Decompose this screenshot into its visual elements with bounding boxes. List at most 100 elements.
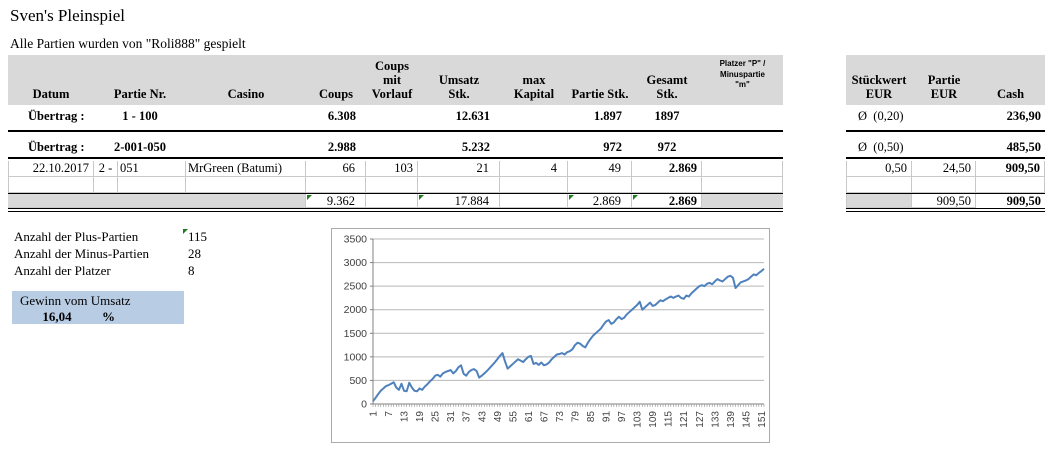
cell-detail-cmv[interactable]: 103 <box>366 161 418 177</box>
col-header-datum: Datum <box>32 87 70 101</box>
stat-value[interactable]: 115 <box>183 229 207 245</box>
cell-uebertrag1-coups[interactable]: 6.308 <box>327 109 356 123</box>
cell-uebertrag1-partie-eur[interactable] <box>912 109 976 130</box>
svg-text:43: 43 <box>477 411 488 423</box>
svg-text:121: 121 <box>679 411 690 428</box>
stat-row-minus-partien: Anzahl der Minus-Partien 28 <box>14 246 314 263</box>
cell-uebertrag1-gesamt-stk[interactable]: 1897 <box>654 109 680 123</box>
svg-text:115: 115 <box>664 411 675 427</box>
cell-uebertrag2-partie-eur[interactable] <box>912 140 976 157</box>
svg-text:127: 127 <box>695 411 706 428</box>
cell-uebertrag2-maxkapital[interactable] <box>500 140 568 157</box>
cell-detail-maxkapital[interactable]: 4 <box>500 161 568 177</box>
empty-cell[interactable] <box>500 177 568 193</box>
cell-totals-gesamt-stk[interactable]: 2.869 <box>632 194 702 208</box>
empty-cell[interactable] <box>8 177 94 193</box>
cell-uebertrag1-platzer[interactable] <box>702 109 783 130</box>
cell-uebertrag1-cash[interactable]: 236,90 <box>1006 109 1041 123</box>
empty-cell[interactable] <box>846 177 912 193</box>
cell-detail-umsatz[interactable]: 21 <box>418 161 500 177</box>
cell-totals-partie-eur[interactable]: 909,50 <box>912 194 976 208</box>
cell-detail-platzer[interactable] <box>702 161 783 177</box>
cell-totals-stueckwert[interactable] <box>846 194 912 208</box>
empty-cell[interactable] <box>186 177 306 193</box>
svg-text:151: 151 <box>757 411 768 428</box>
cell-flag-icon <box>307 195 312 200</box>
stat-value[interactable]: 28 <box>188 246 201 261</box>
svg-text:145: 145 <box>741 411 752 428</box>
cell-totals-cash[interactable]: 909,50 <box>1006 194 1041 208</box>
cell-uebertrag2-casino[interactable] <box>186 140 306 157</box>
cell-uebertrag2-cash[interactable]: 485,50 <box>1006 140 1041 154</box>
cell-detail-gesamt-stk[interactable]: 2.869 <box>632 161 702 177</box>
cell-totals-spacer[interactable] <box>8 194 306 208</box>
cell-uebertrag1-label[interactable]: Übertrag : <box>28 109 85 123</box>
cell-flag-icon <box>183 229 188 234</box>
svg-text:73: 73 <box>555 411 566 423</box>
cell-uebertrag2-range[interactable]: 2-001-050 <box>113 140 167 154</box>
cell-totals-platzer[interactable] <box>702 194 783 208</box>
empty-cell[interactable] <box>702 177 783 193</box>
cell-uebertrag1-maxkapital[interactable] <box>500 109 568 130</box>
cell-uebertrag2-platzer[interactable] <box>702 140 783 157</box>
svg-text:1: 1 <box>369 411 380 417</box>
cell-totals-maxkapital[interactable] <box>500 194 568 208</box>
row-detail-right: 0,50 24,50 909,50 <box>846 161 1045 177</box>
cell-uebertrag1-umsatz[interactable]: 12.631 <box>455 109 490 123</box>
cell-uebertrag2-coups[interactable]: 2.988 <box>327 140 356 154</box>
cell-uebertrag2-gesamt-stk[interactable]: 972 <box>657 140 677 154</box>
row-totals: 9.362 17.884 2.869 2.869 <box>8 193 783 212</box>
svg-text:97: 97 <box>617 411 628 423</box>
cell-uebertrag2-label[interactable]: Übertrag : <box>28 140 85 154</box>
col-header-partie-eur: Partie EUR <box>927 73 961 101</box>
cell-detail-stueckwert[interactable]: 0,50 <box>846 161 912 177</box>
cell-detail-partie-stk[interactable]: 49 <box>568 161 632 177</box>
cell-uebertrag1-stueckwert[interactable]: Ø (0,20) <box>858 109 904 123</box>
cell-detail-partie-prefix[interactable]: 2 - <box>94 161 118 177</box>
gewinn-unit: % <box>102 309 115 324</box>
cell-uebertrag2-cmv[interactable] <box>366 140 418 157</box>
cell-uebertrag2-stueckwert[interactable]: Ø (0,50) <box>858 140 904 154</box>
row-detail: 22.10.2017 2 - 051 MrGreen (Batumi) 66 1… <box>8 161 783 177</box>
empty-cell[interactable] <box>94 177 118 193</box>
cell-uebertrag1-range[interactable]: 1 - 100 <box>122 109 158 123</box>
empty-cell[interactable] <box>366 177 418 193</box>
row-uebertrag-1: Übertrag : 1 - 100 6.308 12.631 1.897 18… <box>8 109 783 132</box>
cell-detail-casino[interactable]: MrGreen (Batumi) <box>186 161 306 177</box>
svg-text:1000: 1000 <box>344 351 368 363</box>
cell-totals-cmv[interactable] <box>366 194 418 208</box>
col-header-partie-nr: Partie Nr. <box>113 87 167 101</box>
empty-cell[interactable] <box>632 177 702 193</box>
empty-cell[interactable] <box>976 177 1045 193</box>
cell-totals-umsatz[interactable]: 17.884 <box>418 194 500 208</box>
cell-uebertrag1-cmv[interactable] <box>366 109 418 130</box>
cell-detail-partie-eur[interactable]: 24,50 <box>912 161 976 177</box>
stat-value[interactable]: 8 <box>188 263 195 278</box>
cell-detail-cash[interactable]: 909,50 <box>976 161 1045 177</box>
cell-uebertrag2-umsatz[interactable]: 5.232 <box>461 140 490 154</box>
empty-cell[interactable] <box>912 177 976 193</box>
gewinn-vom-umsatz-box[interactable]: Gewinn vom Umsatz 16,04 % <box>12 291 184 324</box>
cell-detail-coups[interactable]: 66 <box>306 161 366 177</box>
cell-detail-datum[interactable]: 22.10.2017 <box>8 161 94 177</box>
svg-text:3500: 3500 <box>344 234 368 246</box>
cell-uebertrag2-partie-stk[interactable]: 972 <box>603 140 622 154</box>
row-uebertrag-1-right: Ø (0,20) 236,90 <box>846 109 1045 132</box>
stat-row-plus-partien: Anzahl der Plus-Partien 115 <box>14 229 314 246</box>
svg-text:79: 79 <box>570 411 581 423</box>
empty-cell[interactable] <box>306 177 366 193</box>
svg-text:49: 49 <box>493 411 504 423</box>
cell-uebertrag1-casino[interactable] <box>186 109 306 130</box>
svg-text:2000: 2000 <box>344 304 368 316</box>
cell-totals-partie-stk[interactable]: 2.869 <box>568 194 632 208</box>
cell-uebertrag1-partie-stk[interactable]: 1.897 <box>593 109 622 123</box>
cell-flag-icon <box>419 195 424 200</box>
empty-cell[interactable] <box>568 177 632 193</box>
empty-cell[interactable] <box>418 177 500 193</box>
empty-cell[interactable] <box>118 177 186 193</box>
cell-totals-coups[interactable]: 9.362 <box>306 194 366 208</box>
cumulative-line-chart[interactable]: 0 500 1000 1500 2000 2500 3000 3500 1 7 13 19 25 31 37… <box>331 228 770 443</box>
col-header-coups-mit-vorlauf: Coups mit Vorlauf <box>371 59 413 101</box>
cell-detail-partie-nr[interactable]: 051 <box>118 161 186 177</box>
